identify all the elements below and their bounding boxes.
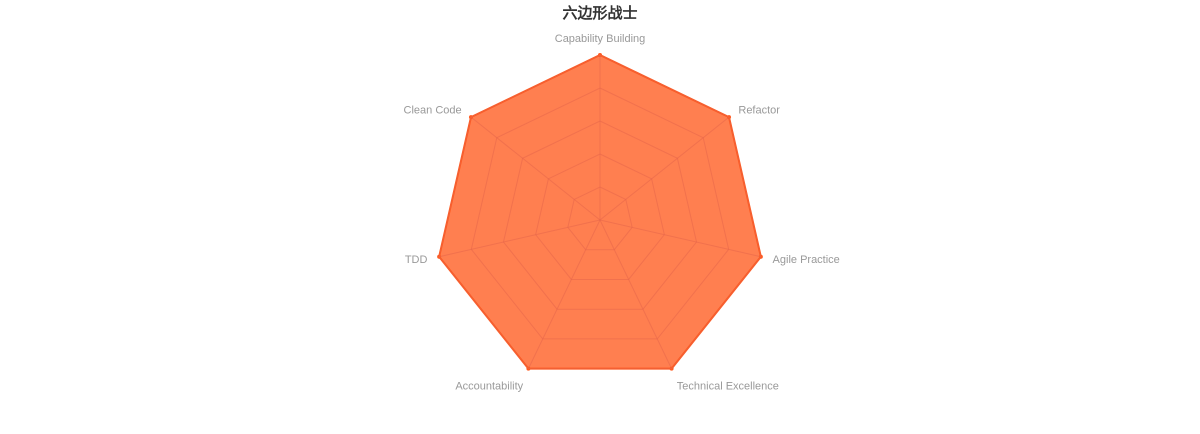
radar-split-ring — [567, 186, 633, 251]
radar-axis-labels: Capability Building Refactor Agile Practic… — [404, 33, 840, 392]
radar-axis-line — [527, 219, 601, 369]
radar-axis-line — [439, 219, 601, 258]
radar-split-grid — [438, 54, 762, 370]
radar-indicator-label: Clean Code — [404, 104, 462, 116]
radar-axis-line — [599, 219, 761, 258]
chart-title: 六边形战士 — [562, 4, 638, 22]
radar-indicator-label: Agile Practice — [773, 254, 840, 266]
radar-axis-line — [599, 116, 730, 221]
radar-split-ring — [470, 87, 730, 340]
radar-split-ring — [535, 153, 665, 280]
radar-axis-line — [599, 219, 673, 369]
radar-split-ring — [438, 54, 762, 370]
radar-indicator-label: Refactor — [738, 104, 780, 116]
radar-split-ring — [502, 120, 698, 310]
radar-axis-line — [470, 116, 601, 221]
radar-indicator-label: TDD — [405, 254, 428, 266]
radar-indicator-label: Technical Excellence — [677, 380, 779, 392]
radar-indicator-label: Accountability — [455, 380, 523, 392]
radar-indicator-label: Capability Building — [555, 33, 646, 45]
